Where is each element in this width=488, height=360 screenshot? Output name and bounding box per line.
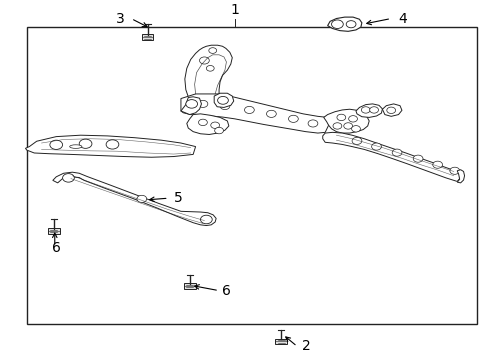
Polygon shape: [181, 97, 201, 114]
Polygon shape: [323, 109, 368, 133]
Polygon shape: [186, 114, 228, 135]
Circle shape: [369, 107, 378, 113]
Polygon shape: [322, 132, 459, 181]
Circle shape: [391, 149, 401, 156]
Circle shape: [331, 20, 343, 28]
Circle shape: [351, 126, 360, 132]
Circle shape: [206, 66, 214, 71]
FancyBboxPatch shape: [275, 338, 286, 344]
Circle shape: [137, 195, 146, 202]
Circle shape: [361, 107, 369, 113]
Circle shape: [346, 21, 355, 28]
Circle shape: [200, 215, 212, 224]
Polygon shape: [327, 17, 361, 31]
Polygon shape: [25, 135, 195, 157]
Polygon shape: [181, 94, 328, 133]
Text: 6: 6: [52, 241, 61, 255]
Circle shape: [412, 155, 422, 162]
Circle shape: [307, 120, 317, 127]
Circle shape: [386, 107, 395, 113]
Circle shape: [266, 110, 276, 117]
Polygon shape: [53, 172, 216, 226]
Polygon shape: [382, 104, 401, 116]
Circle shape: [198, 119, 207, 126]
Circle shape: [351, 137, 361, 144]
FancyBboxPatch shape: [142, 35, 153, 40]
Polygon shape: [184, 45, 232, 100]
Text: 3: 3: [116, 12, 124, 26]
Circle shape: [371, 143, 381, 150]
Polygon shape: [355, 104, 382, 117]
Polygon shape: [456, 170, 464, 183]
Polygon shape: [214, 93, 233, 107]
Text: 6: 6: [221, 284, 230, 298]
Circle shape: [217, 96, 228, 104]
Circle shape: [198, 100, 207, 107]
Circle shape: [336, 114, 345, 121]
Circle shape: [348, 116, 357, 122]
Circle shape: [449, 167, 459, 174]
Circle shape: [210, 122, 219, 129]
Circle shape: [244, 107, 254, 113]
Circle shape: [62, 174, 74, 182]
Circle shape: [79, 139, 92, 148]
Text: 4: 4: [398, 12, 407, 26]
Bar: [27, 27, 476, 324]
Circle shape: [106, 140, 119, 149]
Circle shape: [432, 161, 442, 168]
Text: 2: 2: [302, 339, 310, 354]
FancyBboxPatch shape: [48, 228, 60, 234]
Circle shape: [343, 123, 352, 129]
Circle shape: [214, 127, 223, 134]
Circle shape: [220, 103, 229, 109]
Text: 5: 5: [173, 191, 182, 205]
Circle shape: [208, 48, 216, 53]
Circle shape: [199, 57, 209, 64]
Ellipse shape: [69, 145, 81, 148]
Text: 1: 1: [230, 3, 239, 17]
Circle shape: [185, 100, 197, 108]
Circle shape: [332, 123, 341, 129]
FancyBboxPatch shape: [183, 283, 195, 289]
Circle shape: [50, 140, 62, 149]
Circle shape: [288, 115, 298, 122]
